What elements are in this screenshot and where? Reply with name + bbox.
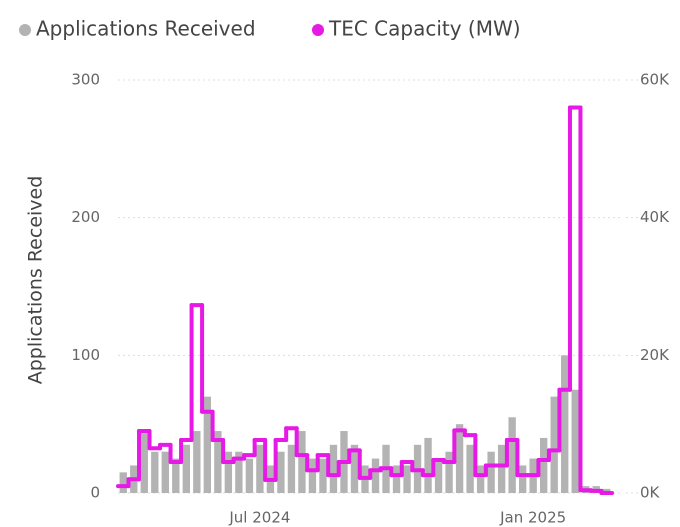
y2-tick-label: 20K (640, 346, 670, 364)
bar (151, 451, 159, 493)
bar (550, 396, 558, 493)
legend-label: TEC Capacity (MW) (328, 17, 521, 41)
bar (487, 451, 495, 493)
y-tick-label: 300 (71, 71, 100, 89)
x-tick-label: Jan 2025 (499, 509, 566, 527)
bar (203, 396, 212, 493)
bar (161, 451, 169, 493)
bar (392, 465, 401, 493)
bar (350, 444, 359, 493)
bar (193, 431, 201, 493)
bar (403, 465, 411, 493)
bar (455, 424, 464, 493)
x-tick-label: Jul 2024 (228, 509, 290, 527)
legend-swatch (19, 24, 31, 36)
bar (140, 431, 148, 493)
bar (371, 458, 380, 493)
bar (298, 431, 306, 493)
bar (329, 444, 338, 493)
bar (561, 355, 569, 493)
bar (603, 488, 611, 493)
y-tick-label: 0 (90, 484, 100, 502)
y2-tick-label: 60K (640, 71, 670, 89)
bar (172, 458, 180, 493)
y2-tick-label: 40K (640, 208, 670, 226)
bar (571, 389, 579, 493)
legend-swatch (312, 24, 324, 36)
bar (235, 451, 243, 493)
bar (277, 451, 285, 493)
bar (182, 444, 190, 493)
bar (245, 458, 254, 493)
y-tick-label: 100 (71, 346, 100, 364)
bar (540, 437, 548, 493)
bar (319, 458, 327, 493)
y2-tick-label: 0K (640, 484, 661, 502)
bar (119, 472, 127, 493)
bar (476, 465, 485, 493)
bar (287, 444, 296, 493)
legend-label: Applications Received (36, 17, 256, 41)
y-tick-label: 200 (71, 208, 100, 226)
bar (224, 451, 233, 493)
y-axis-label: Applications Received (25, 176, 47, 385)
bar (508, 417, 516, 493)
bar (466, 444, 474, 493)
bar (308, 458, 317, 493)
bar (497, 444, 506, 493)
bar (445, 451, 453, 493)
bar (434, 458, 443, 493)
bar (214, 431, 222, 493)
bar (424, 437, 432, 493)
bar (256, 444, 264, 493)
bar (518, 465, 527, 493)
